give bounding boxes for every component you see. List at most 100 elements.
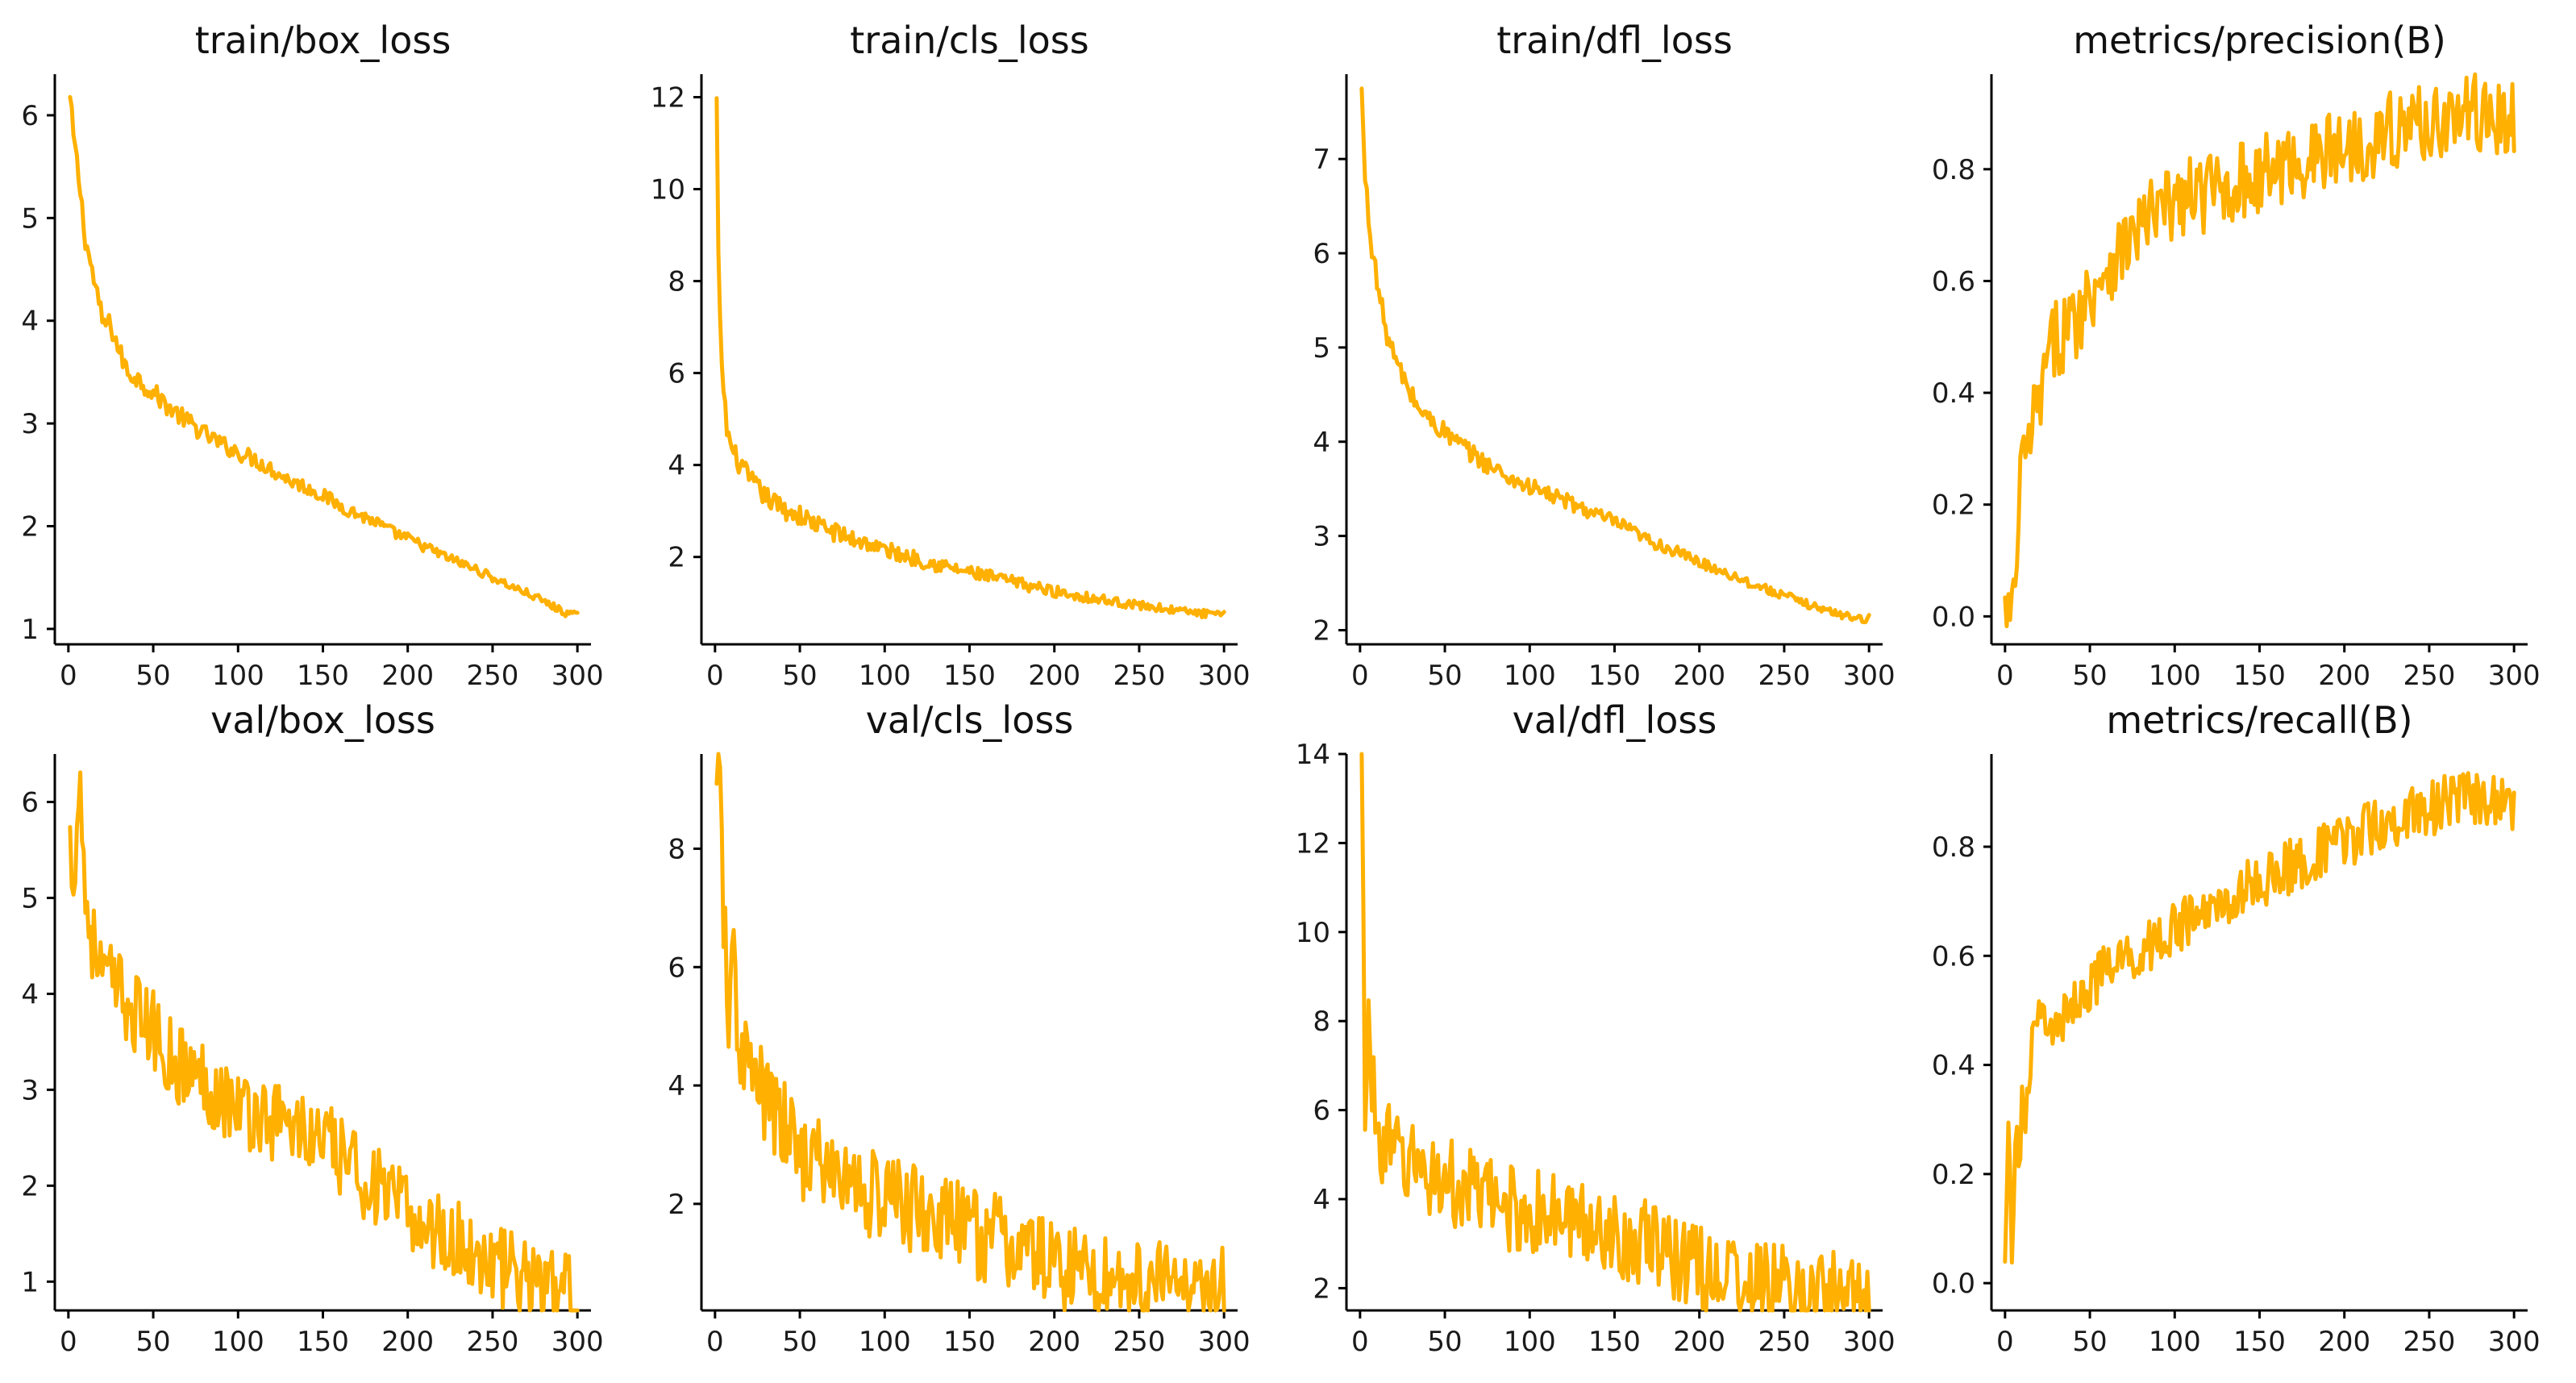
y-tick-label: 5	[1313, 332, 1330, 364]
x-tick-label: 200	[1673, 1326, 1725, 1358]
x-tick-label: 250	[2403, 1326, 2455, 1358]
x-tick-label: 50	[2072, 1326, 2107, 1358]
y-tick-label: 4	[21, 978, 39, 1010]
x-tick-label: 250	[1758, 1326, 1810, 1358]
x-tick-label: 300	[1843, 660, 1896, 692]
y-tick-label: 6	[21, 100, 39, 132]
y-tick-label: 5	[21, 882, 39, 914]
y-tick-label: 8	[1313, 1006, 1330, 1038]
y-tick-label: 14	[1296, 739, 1330, 771]
y-tick-label: 1	[21, 614, 39, 646]
x-tick-label: 150	[943, 660, 996, 692]
y-tick-label: 4	[668, 1070, 685, 1102]
y-tick-label: 2	[1313, 614, 1330, 647]
x-tick-label: 0	[1351, 660, 1369, 692]
y-tick-label: 3	[1313, 521, 1330, 553]
series-line	[1359, 86, 1871, 625]
x-tick-label: 50	[2072, 660, 2107, 692]
x-tick-label: 0	[1996, 1326, 2014, 1358]
chart-panel: train/box_loss 0 50 100 150 200 250 300 1 2 3 4 5 6	[21, 19, 603, 692]
chart-title: metrics/recall(B)	[2106, 698, 2412, 742]
x-tick-label: 150	[2233, 1326, 2286, 1358]
x-tick-label: 250	[1113, 1326, 1165, 1358]
y-tick-label: 7	[1313, 144, 1330, 176]
chart-title: train/cls_loss	[850, 19, 1088, 62]
y-tick-label: 4	[1313, 1184, 1330, 1216]
series-line	[68, 770, 580, 1313]
x-tick-label: 150	[943, 1326, 996, 1358]
x-tick-label: 150	[1588, 1326, 1641, 1358]
y-tick-label: 2	[21, 511, 39, 544]
x-tick-label: 200	[381, 660, 434, 692]
x-tick-label: 150	[2233, 660, 2286, 692]
y-tick-label: 4	[21, 306, 39, 338]
x-tick-label: 100	[859, 1326, 911, 1358]
x-tick-label: 200	[1028, 660, 1080, 692]
x-tick-label: 200	[2318, 1326, 2370, 1358]
chart-panel: val/cls_loss 0 50 100 150 200 250 300 2 4 6 8	[668, 698, 1250, 1358]
x-tick-label: 150	[297, 660, 349, 692]
chart-title: train/dfl_loss	[1496, 19, 1733, 62]
y-tick-label: 5	[21, 202, 39, 235]
x-tick-label: 50	[135, 1326, 170, 1358]
series-line	[2003, 72, 2516, 628]
x-tick-label: 300	[551, 1326, 604, 1358]
x-tick-label: 100	[1504, 1326, 1556, 1358]
y-tick-label: 0.2	[1932, 489, 1975, 522]
chart-title: val/dfl_loss	[1513, 698, 1717, 742]
y-tick-label: 2	[1313, 1273, 1330, 1305]
x-tick-label: 50	[1427, 660, 1462, 692]
y-tick-label: 0.2	[1932, 1159, 1975, 1191]
x-tick-label: 100	[2149, 1326, 2201, 1358]
series-line	[714, 96, 1226, 619]
chart-panel: train/cls_loss 0 50 100 150 200 250 300 2 4 6 8 10 12	[651, 19, 1251, 692]
x-tick-label: 50	[135, 660, 170, 692]
y-tick-label: 0.0	[1932, 1268, 1975, 1300]
chart-panel: train/dfl_loss 0 50 100 150 200 250 300 2 3 4 5 6 7	[1313, 19, 1895, 692]
x-tick-label: 100	[212, 660, 264, 692]
series-line	[68, 94, 580, 619]
x-tick-label: 100	[2149, 660, 2201, 692]
x-tick-label: 0	[1351, 1326, 1369, 1358]
y-tick-label: 6	[1313, 238, 1330, 270]
x-tick-label: 250	[1113, 660, 1165, 692]
y-tick-label: 0.0	[1932, 601, 1975, 633]
chart-title: train/box_loss	[195, 19, 452, 62]
y-tick-label: 1	[21, 1266, 39, 1298]
y-tick-label: 6	[1313, 1095, 1330, 1127]
y-tick-label: 0.8	[1932, 154, 1975, 186]
y-tick-label: 8	[668, 266, 685, 298]
x-tick-label: 50	[782, 660, 817, 692]
x-tick-label: 300	[551, 660, 604, 692]
y-tick-label: 2	[668, 1189, 685, 1221]
x-tick-label: 250	[466, 660, 518, 692]
x-tick-label: 100	[859, 660, 911, 692]
chart-title: val/box_loss	[210, 698, 435, 742]
y-tick-label: 6	[668, 358, 685, 390]
y-tick-label: 6	[668, 952, 685, 984]
chart-panel: metrics/recall(B) 0 50 100 150 200 250 300 0.0 0.…	[1932, 698, 2541, 1358]
x-tick-label: 150	[1588, 660, 1641, 692]
y-tick-label: 10	[1296, 917, 1330, 949]
y-tick-label: 12	[651, 82, 685, 115]
y-tick-label: 2	[668, 542, 685, 574]
x-tick-label: 200	[1028, 1326, 1080, 1358]
y-tick-label: 0.6	[1932, 940, 1975, 973]
y-tick-label: 2	[21, 1170, 39, 1202]
chart-title: metrics/precision(B)	[2073, 19, 2446, 62]
x-tick-label: 200	[2318, 660, 2370, 692]
y-tick-label: 8	[668, 833, 685, 865]
x-tick-label: 300	[1198, 1326, 1251, 1358]
chart-panel: val/dfl_loss 0 50 100 150 200 250 300 2 4 6 8 10 12 14	[1296, 698, 1896, 1358]
x-tick-label: 0	[60, 660, 77, 692]
y-tick-label: 6	[21, 786, 39, 819]
x-tick-label: 250	[1758, 660, 1810, 692]
series-line	[2003, 771, 2516, 1265]
y-tick-label: 0.6	[1932, 265, 1975, 298]
y-tick-label: 0.4	[1932, 377, 1975, 410]
x-tick-label: 0	[60, 1326, 77, 1358]
x-tick-label: 300	[1843, 1326, 1896, 1358]
x-tick-label: 300	[2488, 660, 2541, 692]
x-tick-label: 250	[2403, 660, 2455, 692]
y-tick-label: 3	[21, 1074, 39, 1106]
